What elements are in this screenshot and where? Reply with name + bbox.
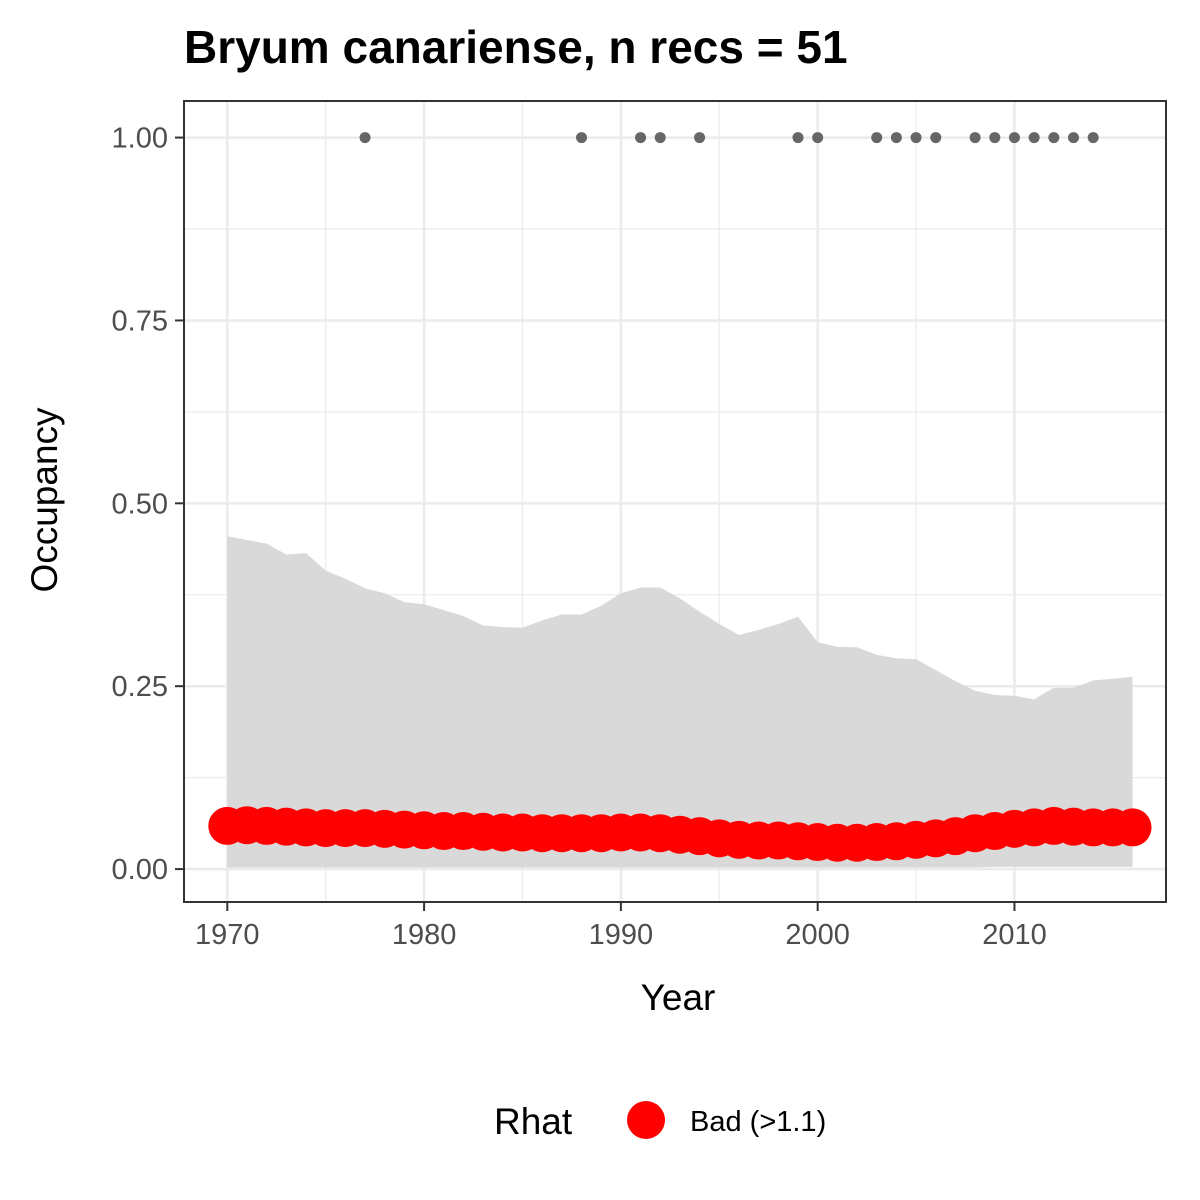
record-point <box>871 132 883 144</box>
confidence-ribbon <box>227 536 1133 868</box>
y-tick-label: 1.00 <box>112 123 168 155</box>
record-point <box>635 132 647 144</box>
record-point <box>1048 132 1060 144</box>
legend-key-bad <box>627 1101 665 1139</box>
axes: 1970 1980 1990 2000 2010 0.00 0.25 0.50 0.75 1.00 <box>112 123 1047 951</box>
occupancy-point <box>1113 808 1152 847</box>
record-point <box>1068 132 1080 144</box>
record-point <box>694 132 706 144</box>
record-point <box>1087 132 1099 144</box>
record-point <box>890 132 902 144</box>
y-axis-title: Occupancy <box>24 407 65 593</box>
x-tick-label: 1990 <box>589 919 654 951</box>
y-tick-label: 0.75 <box>112 305 168 337</box>
record-point <box>969 132 981 144</box>
record-point <box>812 132 824 144</box>
record-point <box>930 132 942 144</box>
record-point <box>1028 132 1040 144</box>
y-tick-label: 0.25 <box>112 671 168 703</box>
legend-label-bad: Bad (>1.1) <box>690 1106 826 1138</box>
chart-title: Bryum canariense, n recs = 51 <box>184 21 848 73</box>
x-axis-title: Year <box>641 977 716 1018</box>
x-tick-label: 1970 <box>195 919 260 951</box>
x-tick-label: 1980 <box>392 919 457 951</box>
x-tick-label: 2010 <box>982 919 1047 951</box>
x-tick-label: 2000 <box>785 919 850 951</box>
legend: Rhat Bad (>1.1) <box>494 1101 826 1142</box>
panel-border <box>183 100 1167 903</box>
occupancy-points-layer <box>208 806 1152 862</box>
record-point <box>654 132 666 144</box>
record-point <box>359 132 371 144</box>
legend-title: Rhat <box>494 1101 573 1142</box>
record-point <box>1008 132 1020 144</box>
record-point <box>989 132 1001 144</box>
y-tick-label: 0.50 <box>112 488 168 520</box>
y-tick-label: 0.00 <box>112 854 168 886</box>
record-point <box>910 132 922 144</box>
record-points-layer <box>359 132 1099 144</box>
record-point <box>576 132 588 144</box>
confidence-ribbon-layer <box>227 536 1133 868</box>
record-point <box>792 132 804 144</box>
